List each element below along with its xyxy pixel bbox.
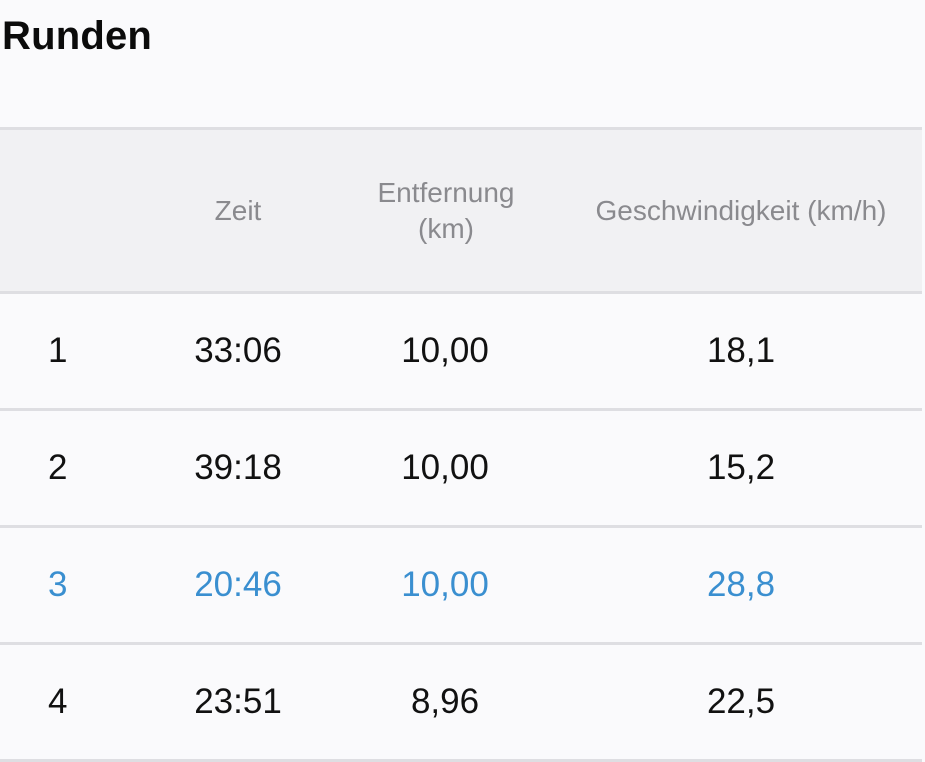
header-distance-unit: (km) xyxy=(418,212,474,244)
header-speed: Geschwindigkeit (km/h) xyxy=(595,194,887,226)
lap-time: 39:18 xyxy=(194,448,282,487)
lap-number: 2 xyxy=(48,448,68,487)
laps-table: Zeit Entfernung (km) Geschwindigkeit (km… xyxy=(0,127,922,762)
table-row[interactable]: 1 33:06 10,00 18,1 xyxy=(0,293,922,410)
lap-distance: 10,00 xyxy=(401,565,489,604)
lap-time: 33:06 xyxy=(194,331,282,370)
header-distance-label: Entfernung xyxy=(377,176,515,208)
lap-distance: 10,00 xyxy=(401,448,489,487)
lap-speed: 28,8 xyxy=(706,565,776,604)
header-lap-number xyxy=(0,129,120,293)
header-time: Zeit xyxy=(214,194,262,226)
laps-table-body: 1 33:06 10,00 18,1 2 39:18 10,00 15,2 3 … xyxy=(0,293,922,761)
lap-distance: 8,96 xyxy=(410,682,480,721)
lap-time: 23:51 xyxy=(194,682,282,721)
header-row: Zeit Entfernung (km) Geschwindigkeit (km… xyxy=(0,128,922,293)
page-title: Runden xyxy=(2,14,153,58)
table-row[interactable]: 3 20:46 10,00 28,8 xyxy=(0,527,922,644)
lap-number: 3 xyxy=(48,565,68,604)
lap-speed: 22,5 xyxy=(706,682,776,721)
table-row[interactable]: 4 23:51 8,96 22,5 xyxy=(0,644,922,761)
lap-speed: 15,2 xyxy=(706,448,776,487)
lap-distance: 10,00 xyxy=(401,331,489,370)
laps-table-header: Zeit Entfernung (km) Geschwindigkeit (km… xyxy=(0,128,922,293)
lap-number: 1 xyxy=(48,331,68,370)
lap-speed: 18,1 xyxy=(706,331,776,370)
lap-number: 4 xyxy=(48,682,68,721)
header-distance: Entfernung (km) xyxy=(352,129,560,293)
table-row[interactable]: 2 39:18 10,00 15,2 xyxy=(0,410,922,527)
lap-time: 20:46 xyxy=(194,565,282,604)
